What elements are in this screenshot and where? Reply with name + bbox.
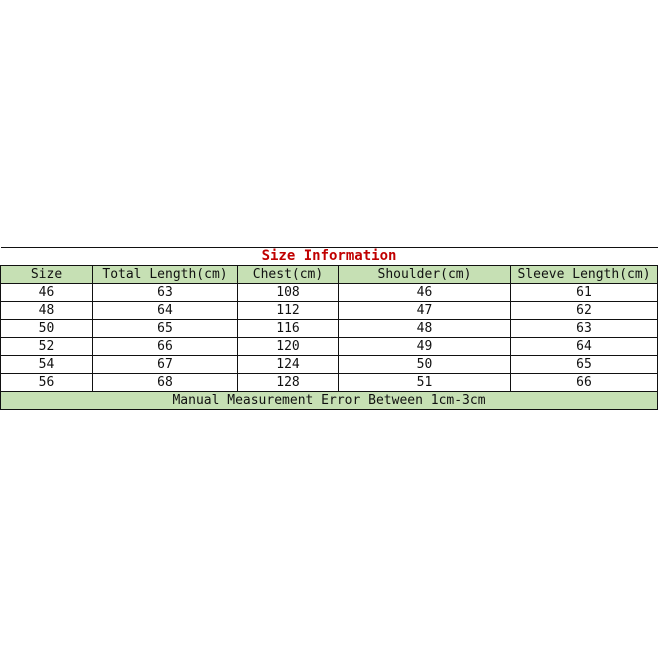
column-header: Sleeve Length(cm) (509, 265, 658, 284)
table-cell: 112 (237, 301, 339, 320)
footer-row: Manual Measurement Error Between 1cm-3cm (0, 391, 658, 410)
column-header: Chest(cm) (237, 265, 339, 284)
header-row: Size Total Length(cm) Chest(cm) Shoulder… (0, 265, 658, 284)
table-cell: 63 (509, 319, 658, 338)
title-row: Size Information (0, 247, 658, 266)
table-cell: 68 (92, 373, 238, 392)
table-cell: 46 (0, 283, 93, 302)
table-cell: 48 (338, 319, 511, 338)
table-cell: 108 (237, 283, 339, 302)
table-cell: 124 (237, 355, 339, 374)
table-row: 46 63 108 46 61 (0, 283, 658, 302)
table-row: 48 64 112 47 62 (0, 301, 658, 320)
table-row: 50 65 116 48 63 (0, 319, 658, 338)
column-header: Shoulder(cm) (338, 265, 511, 284)
table-cell: 116 (237, 319, 339, 338)
table-cell: 64 (509, 337, 658, 356)
table-cell: 65 (92, 319, 238, 338)
footer-note: Manual Measurement Error Between 1cm-3cm (0, 391, 658, 410)
table-cell: 63 (92, 283, 238, 302)
table-cell: 46 (338, 283, 511, 302)
table-cell: 66 (509, 373, 658, 392)
table-cell: 64 (92, 301, 238, 320)
column-header: Total Length(cm) (92, 265, 238, 284)
size-chart-table: Size Information Size Total Length(cm) C… (0, 247, 658, 410)
column-header: Size (0, 265, 93, 284)
table-cell: 54 (0, 355, 93, 374)
table-cell: 61 (509, 283, 658, 302)
table-row: 54 67 124 50 65 (0, 355, 658, 374)
table-cell: 52 (0, 337, 93, 356)
table-cell: 47 (338, 301, 511, 320)
table-row: 56 68 128 51 66 (0, 373, 658, 392)
table-cell: 66 (92, 337, 238, 356)
table-cell: 48 (0, 301, 93, 320)
table-cell: 50 (0, 319, 93, 338)
table-cell: 49 (338, 337, 511, 356)
table-title: Size Information (0, 247, 658, 266)
table-cell: 67 (92, 355, 238, 374)
table-cell: 62 (509, 301, 658, 320)
table-row: 52 66 120 49 64 (0, 337, 658, 356)
table-cell: 65 (509, 355, 658, 374)
table-cell: 128 (237, 373, 339, 392)
table-cell: 50 (338, 355, 511, 374)
table-cell: 51 (338, 373, 511, 392)
table-cell: 120 (237, 337, 339, 356)
table-cell: 56 (0, 373, 93, 392)
